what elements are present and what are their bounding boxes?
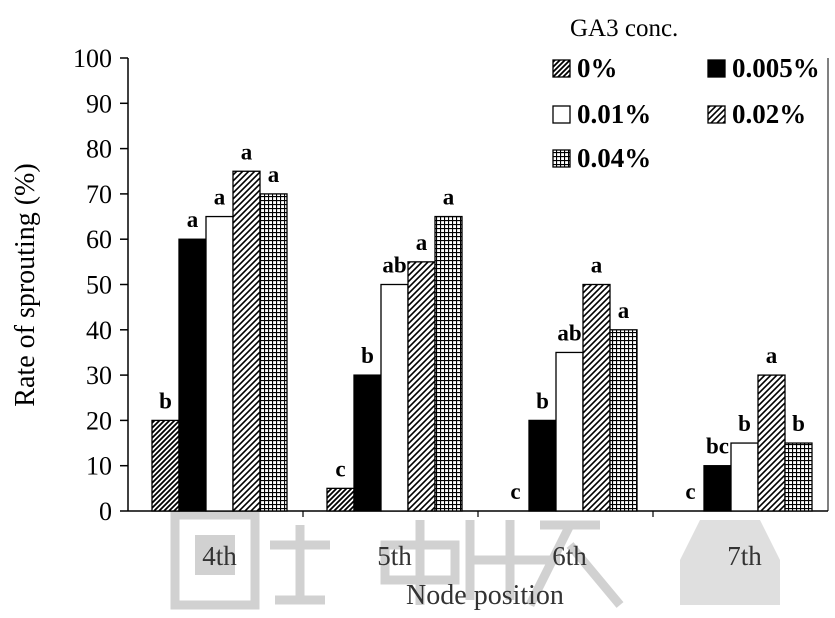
category-label: 6th [552,541,587,571]
y-tick-label: 10 [86,452,112,481]
bar [326,487,355,512]
significance-label: b [159,388,172,413]
bar [555,351,584,512]
significance-label: ab [382,253,406,278]
y-tick-label: 90 [86,89,112,118]
legend-swatch [707,59,726,78]
significance-label: b [792,411,805,436]
significance-label: a [214,185,226,210]
watermark-seal [170,510,780,610]
legend-swatch [552,105,571,124]
bar [784,442,813,512]
significance-label: a [443,185,455,210]
bar [582,283,611,512]
significance-label: a [618,298,630,323]
significance-label: c [685,479,695,504]
y-tick-label: 60 [86,225,112,254]
y-ticks: 0 10 20 30 40 50 60 70 80 90 100 [73,44,128,526]
significance-label: c [335,456,345,481]
significance-label: a [187,207,199,232]
y-tick-label: 100 [73,44,112,73]
legend-label: 0% [577,53,618,83]
significance-label: a [416,230,428,255]
significance-label: a [241,139,253,164]
bar [528,419,557,512]
category-labels: 4th 5th 6th 7th [202,541,762,571]
bar [380,283,409,512]
x-ticks [302,511,654,517]
y-tick-label: 70 [86,180,112,209]
y-tick-label: 0 [99,497,112,526]
bar [609,329,638,512]
y-tick-label: 50 [86,271,112,300]
legend: GA3 conc. 0% 0.005% 0.01% 0.02% 0.04% [552,15,820,173]
significance-label: b [361,343,374,368]
legend-label: 0.02% [732,99,806,129]
legend-swatch [552,59,571,78]
bar [434,215,463,512]
bar [703,465,732,512]
significance-label: ab [557,320,581,345]
bar [232,170,261,512]
legend-swatch [707,105,726,124]
category-label: 7th [727,541,762,571]
legend-label: 0.01% [577,99,651,129]
significance-label: b [536,388,549,413]
bars [151,170,813,512]
bar [151,419,180,512]
significance-label: a [591,253,603,278]
x-axis-title: Node position [406,580,564,611]
bar [259,193,288,512]
bar [205,215,234,512]
significance-label: a [268,162,280,187]
bar [730,442,759,512]
bar [757,374,786,512]
legend-label: 0.04% [577,143,651,173]
significance-label: b [738,411,751,436]
legend-title: GA3 conc. [570,15,678,42]
y-axis-title: Rate of sprouting (%) [10,163,41,406]
bar [178,238,207,512]
significance-label: c [510,479,520,504]
significance-label: a [766,343,778,368]
y-tick-label: 20 [86,406,112,435]
legend-swatch [552,149,571,168]
bar [353,374,382,512]
category-label: 5th [377,541,412,571]
legend-label: 0.005% [732,53,820,83]
y-tick-label: 30 [86,361,112,390]
bar [407,261,436,512]
y-tick-label: 40 [86,316,112,345]
y-tick-label: 80 [86,135,112,164]
category-label: 4th [202,541,237,571]
significance-label: bc [706,434,729,459]
